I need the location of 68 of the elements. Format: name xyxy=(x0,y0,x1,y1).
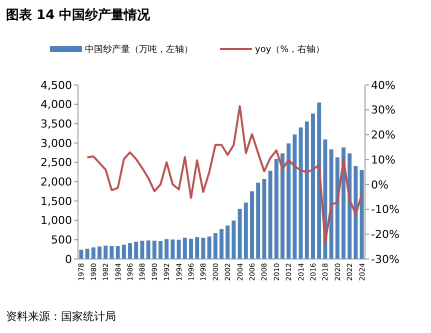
legend-label: 中国纱产量（万吨，左轴） xyxy=(85,44,193,56)
bar xyxy=(250,191,254,259)
bar xyxy=(311,113,315,259)
bar xyxy=(244,202,248,259)
bar xyxy=(134,242,138,259)
bar xyxy=(128,243,132,259)
bar xyxy=(195,237,200,259)
y-tick-label: 500 xyxy=(51,234,72,247)
bar xyxy=(280,153,284,259)
y2-tick-label: 0% xyxy=(371,178,388,192)
bar xyxy=(286,143,291,259)
y2-tick-label: -20% xyxy=(371,228,400,241)
bar xyxy=(85,248,90,259)
y-tick-label: 2,000 xyxy=(40,176,72,189)
bar xyxy=(274,159,278,259)
bar xyxy=(176,240,181,259)
bar xyxy=(79,250,84,259)
y2-tick-label: -30% xyxy=(371,252,400,266)
bar xyxy=(152,240,156,259)
bar xyxy=(335,157,340,259)
bar xyxy=(348,153,352,259)
line-series xyxy=(86,105,363,244)
bar xyxy=(354,166,358,259)
y-tick-label: 4,500 xyxy=(40,78,72,92)
bar xyxy=(220,229,224,259)
bar xyxy=(122,244,126,259)
bar xyxy=(317,102,322,259)
bar xyxy=(232,220,236,259)
y2-tick-label: 30% xyxy=(371,104,396,117)
y2-tick-label: 20% xyxy=(371,128,396,142)
y-tick-label: 1,500 xyxy=(40,194,72,208)
bar xyxy=(170,239,175,259)
bar xyxy=(164,239,169,259)
bar xyxy=(360,170,364,259)
bar xyxy=(329,149,334,259)
y2-tick-label: -10% xyxy=(371,203,400,216)
text: 资料来源：国家统计局 xyxy=(6,310,116,323)
y-tick-label: 1,000 xyxy=(40,214,72,228)
bar xyxy=(256,182,260,259)
bar xyxy=(213,233,218,259)
bar xyxy=(304,122,309,259)
y-tick-label: 0 xyxy=(65,252,72,266)
bar xyxy=(226,226,230,259)
y-tick-label: 3,500 xyxy=(40,118,72,131)
bar xyxy=(158,241,162,259)
y2-tick-label: 10% xyxy=(371,153,396,166)
chart-title: 图表 14 中国纱产量情况 xyxy=(6,7,152,23)
bar xyxy=(201,238,206,259)
bar xyxy=(98,246,102,259)
y-tick-label: 4,000 xyxy=(40,98,72,112)
legend-label: yoy（%，右轴） xyxy=(255,44,325,56)
bar xyxy=(91,247,96,259)
y-tick-label: 3,000 xyxy=(40,136,72,150)
bar xyxy=(262,179,266,259)
bar xyxy=(140,240,144,259)
bar xyxy=(146,240,150,259)
bar xyxy=(110,246,114,259)
bar xyxy=(189,238,193,259)
y-tick-label: 2,500 xyxy=(40,156,72,170)
bar xyxy=(207,236,212,259)
bar xyxy=(298,127,303,259)
bar xyxy=(292,134,297,259)
bar xyxy=(182,238,187,259)
bar xyxy=(104,246,108,259)
bar xyxy=(116,246,120,259)
bar xyxy=(268,170,272,259)
y2-tick-label: 40% xyxy=(371,78,396,92)
bar xyxy=(238,208,242,259)
